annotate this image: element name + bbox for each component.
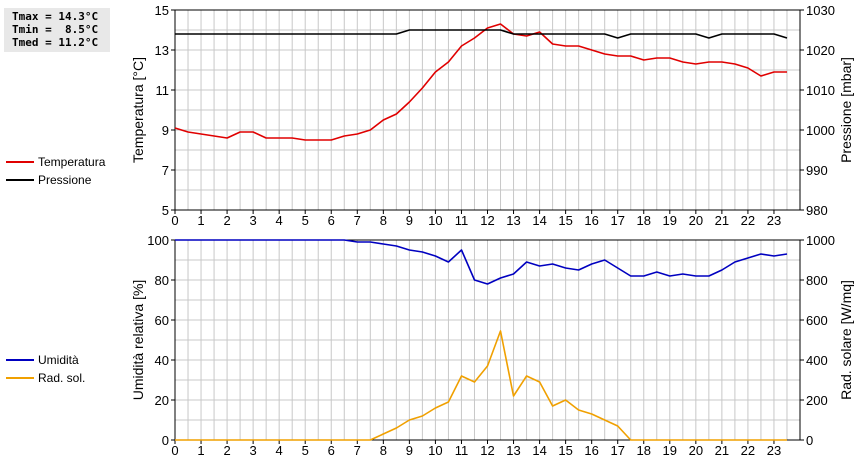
x-tick-label: 7 bbox=[354, 213, 361, 228]
x-tick-label: 19 bbox=[663, 443, 677, 458]
x-tick-label: 18 bbox=[637, 213, 651, 228]
legend-label-umidita: Umidità bbox=[38, 353, 79, 367]
x-tick-label: 1 bbox=[197, 213, 204, 228]
x-tick-label: 3 bbox=[250, 443, 257, 458]
y-tick-label-right: 1000 bbox=[806, 233, 835, 248]
x-tick-label: 1 bbox=[197, 443, 204, 458]
y-tick-label-right: 800 bbox=[806, 273, 828, 288]
y-tick-label-right: 1010 bbox=[806, 83, 835, 98]
x-tick-label: 13 bbox=[506, 443, 520, 458]
x-tick-label: 5 bbox=[302, 213, 309, 228]
x-tick-label: 16 bbox=[584, 213, 598, 228]
x-tick-label: 21 bbox=[715, 213, 729, 228]
x-tick-label: 14 bbox=[532, 443, 546, 458]
y-tick-label-right: 200 bbox=[806, 393, 828, 408]
y-tick-label-left: 80 bbox=[155, 273, 169, 288]
legend-item-temperatura: Temperatura bbox=[6, 153, 105, 171]
tmed-text: Tmed = 11.2°C bbox=[12, 36, 99, 49]
x-tick-label: 15 bbox=[558, 213, 572, 228]
x-tick-label: 4 bbox=[276, 443, 283, 458]
legend-item-umidita: Umidità bbox=[6, 351, 85, 369]
y-tick-label-right: 400 bbox=[806, 353, 828, 368]
x-tick-label: 14 bbox=[532, 213, 546, 228]
x-tick-label: 6 bbox=[328, 213, 335, 228]
x-tick-label: 2 bbox=[223, 213, 230, 228]
y-axis-title-right: Rad. solare [W/mq] bbox=[838, 280, 854, 400]
legend-label-radsol: Rad. sol. bbox=[38, 371, 86, 385]
x-tick-label: 2 bbox=[223, 443, 230, 458]
y-tick-label-left: 100 bbox=[147, 233, 169, 248]
x-tick-label: 4 bbox=[276, 213, 283, 228]
x-tick-label: 6 bbox=[328, 443, 335, 458]
y-tick-label-left: 11 bbox=[156, 83, 170, 98]
y-tick-label-left: 5 bbox=[162, 203, 169, 218]
y-axis-title-left: Temperatura [°C] bbox=[130, 57, 146, 163]
x-tick-label: 12 bbox=[480, 443, 494, 458]
x-tick-label: 20 bbox=[689, 443, 703, 458]
x-tick-label: 8 bbox=[380, 213, 387, 228]
legend-bottom: Umidità Rad. sol. bbox=[6, 351, 85, 387]
x-tick-label: 22 bbox=[741, 443, 755, 458]
y-tick-label-left: 0 bbox=[162, 433, 169, 448]
series-line-0-0 bbox=[174, 23, 787, 141]
x-tick-label: 10 bbox=[428, 443, 442, 458]
x-tick-label: 15 bbox=[558, 443, 572, 458]
tmin-text: Tmin = 8.5°C bbox=[12, 23, 99, 36]
x-tick-label: 16 bbox=[584, 443, 598, 458]
legend-swatch-pressione bbox=[6, 179, 34, 181]
series-line-1-0 bbox=[175, 239, 788, 285]
x-tick-label: 11 bbox=[455, 443, 469, 458]
y-tick-label-left: 7 bbox=[162, 163, 169, 178]
x-tick-label: 11 bbox=[455, 213, 469, 228]
x-tick-label: 7 bbox=[354, 443, 361, 458]
stats-box: Tmax = 14.3°C Tmin = 8.5°C Tmed = 11.2°C bbox=[4, 8, 110, 52]
legend-label-pressione: Pressione bbox=[38, 173, 92, 187]
y-tick-label-left: 9 bbox=[162, 123, 169, 138]
x-tick-label: 20 bbox=[689, 213, 703, 228]
y-tick-label-left: 40 bbox=[155, 353, 169, 368]
y-tick-label-left: 60 bbox=[155, 313, 169, 328]
x-tick-label: 9 bbox=[406, 213, 413, 228]
legend-swatch-umidita bbox=[6, 359, 34, 361]
y-tick-label-right: 0 bbox=[806, 433, 813, 448]
x-tick-label: 12 bbox=[480, 213, 494, 228]
legend-swatch-radsol bbox=[6, 377, 34, 379]
x-tick-label: 10 bbox=[428, 213, 442, 228]
y-tick-label-left: 13 bbox=[155, 43, 169, 58]
y-tick-label-left: 15 bbox=[155, 3, 169, 18]
x-tick-label: 19 bbox=[663, 213, 677, 228]
legend-swatch-temperatura bbox=[6, 161, 34, 163]
legend-label-temperatura: Temperatura bbox=[38, 155, 106, 169]
y-tick-label-right: 1030 bbox=[806, 3, 835, 18]
x-tick-label: 23 bbox=[767, 213, 781, 228]
x-tick-label: 9 bbox=[406, 443, 413, 458]
y-axis-title-right: Pressione [mbar] bbox=[838, 57, 854, 163]
y-tick-label-right: 1020 bbox=[806, 43, 835, 58]
y-tick-label-right: 1000 bbox=[806, 123, 835, 138]
legend-item-radsol: Rad. sol. bbox=[6, 369, 85, 387]
x-tick-label: 13 bbox=[506, 213, 520, 228]
x-tick-label: 22 bbox=[741, 213, 755, 228]
x-tick-label: 18 bbox=[637, 443, 651, 458]
legend-top: Temperatura Pressione bbox=[6, 153, 105, 189]
x-tick-label: 17 bbox=[610, 443, 624, 458]
x-tick-label: 0 bbox=[171, 213, 178, 228]
series-line-1-1 bbox=[175, 330, 787, 441]
x-tick-label: 5 bbox=[302, 443, 309, 458]
x-tick-label: 0 bbox=[171, 443, 178, 458]
y-tick-label-right: 980 bbox=[806, 203, 828, 218]
y-axis-title-left: Umidità relativa [%] bbox=[130, 280, 146, 401]
y-tick-label-right: 600 bbox=[806, 313, 828, 328]
y-tick-label-right: 990 bbox=[806, 163, 828, 178]
y-tick-label-left: 20 bbox=[155, 393, 169, 408]
series-line-0-1 bbox=[175, 29, 788, 39]
x-tick-label: 8 bbox=[380, 443, 387, 458]
x-tick-label: 23 bbox=[767, 443, 781, 458]
x-tick-label: 21 bbox=[715, 443, 729, 458]
legend-item-pressione: Pressione bbox=[6, 171, 105, 189]
x-tick-label: 17 bbox=[610, 213, 624, 228]
tmax-text: Tmax = 14.3°C bbox=[12, 10, 99, 23]
x-tick-label: 3 bbox=[250, 213, 257, 228]
